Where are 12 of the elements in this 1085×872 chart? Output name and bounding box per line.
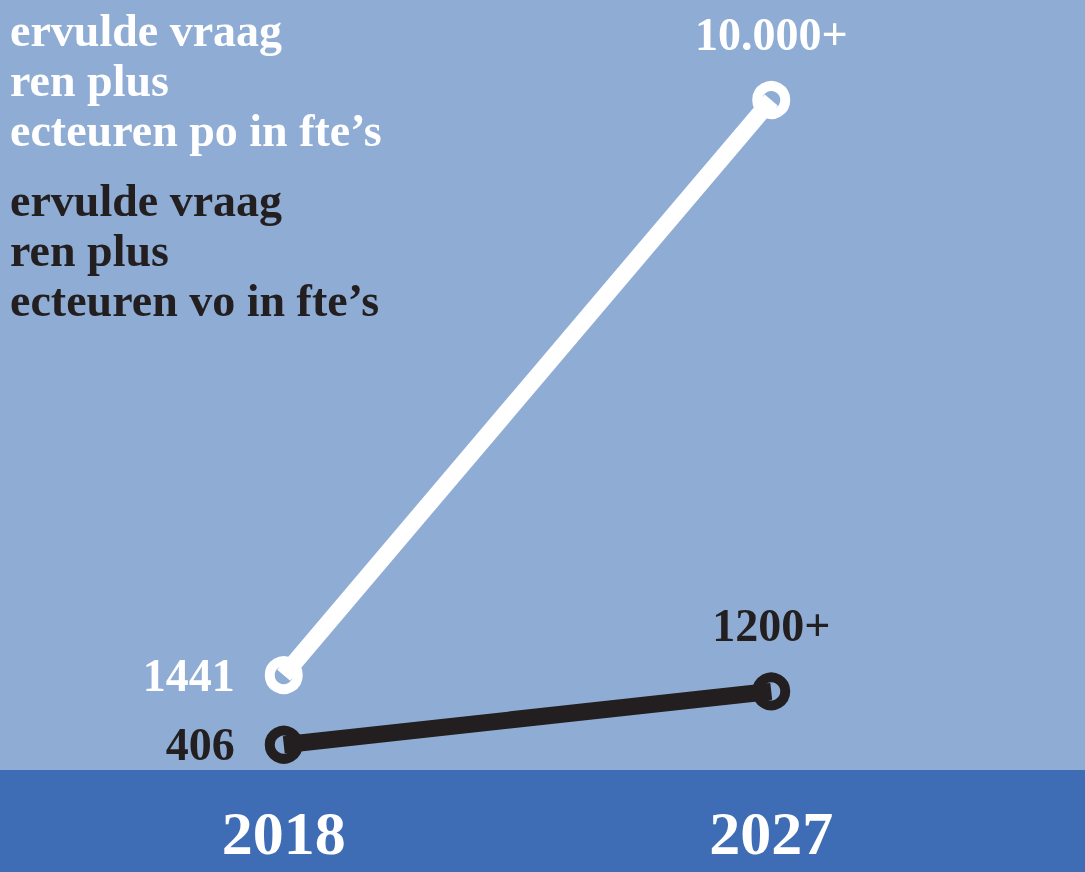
x-tick-label: 2027 xyxy=(709,799,834,867)
point xyxy=(752,81,791,119)
data-label: 1200+ xyxy=(712,599,831,651)
data-label: 10.000+ xyxy=(694,8,848,60)
point xyxy=(264,725,303,764)
point xyxy=(264,656,303,695)
data-label: 406 xyxy=(165,719,235,771)
point xyxy=(752,672,791,711)
text: ervulde vraag ren plus ecteuren vo in fte’s xyxy=(10,174,380,326)
text: ervulde vraag ren plus ecteuren po in fte’s xyxy=(10,4,382,156)
x-tick-label: 2018 xyxy=(221,799,346,867)
data-label: 1441 xyxy=(142,649,235,701)
